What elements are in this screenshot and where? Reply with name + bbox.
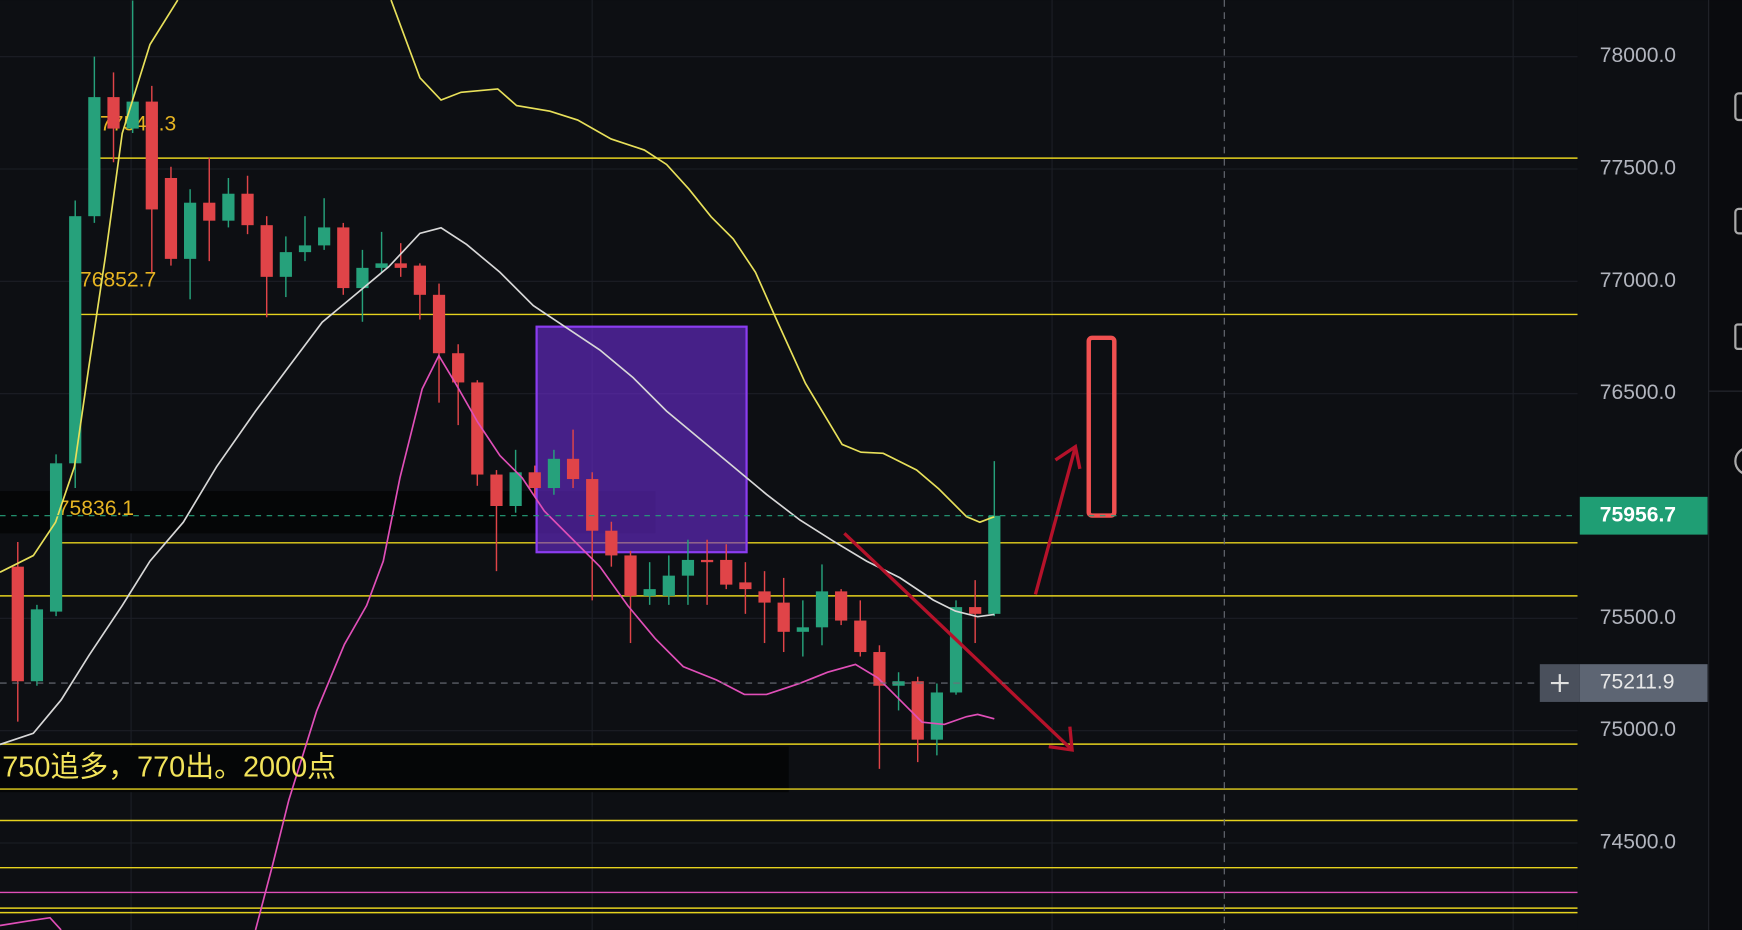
crosshair-badge [1579, 664, 1708, 702]
annotation-band [0, 746, 789, 793]
toolbar-icon[interactable] [1734, 207, 1742, 235]
arrows [843, 443, 1082, 752]
candle-body [547, 458, 561, 489]
candle-body [586, 479, 599, 531]
candle-body [279, 252, 292, 277]
candle-body [30, 609, 44, 682]
candle-body [413, 265, 426, 295]
candle-body [375, 263, 388, 268]
candle-body [700, 559, 714, 563]
candle-body [107, 97, 120, 129]
candle-body [796, 627, 809, 632]
candle-body [298, 245, 312, 253]
toolbar-icon[interactable] [1734, 448, 1742, 475]
candle-body [605, 530, 618, 556]
arrow-head [1048, 726, 1074, 752]
arrow [1033, 446, 1078, 595]
candle-body [183, 202, 197, 259]
candles [11, 0, 1001, 769]
candle-body [471, 382, 484, 475]
indicators [0, 0, 995, 930]
grid [0, 0, 1578, 930]
last-price-label: 75956.7 [1600, 503, 1676, 526]
axis-labels: 74500.0 75000.0 75500.0 76500.0 77000.0 77500… [0, 44, 1708, 854]
candle-body [337, 227, 350, 289]
price-axis [1577, 0, 1709, 930]
y-tick-label: 76500.0 [1600, 381, 1676, 404]
candle-body [88, 97, 101, 217]
candle-body [203, 202, 216, 221]
candle-body [432, 294, 446, 354]
y-tick-label: 75500.0 [1600, 606, 1676, 629]
candle-body [930, 692, 943, 740]
candle-body [394, 263, 407, 268]
candle-body [835, 591, 848, 621]
candle-body [739, 582, 752, 590]
candle-body [988, 515, 1001, 614]
crosshair-plus [1550, 674, 1569, 692]
y-tick-label: 77500.0 [1600, 157, 1676, 180]
candle-body [164, 177, 178, 259]
candle-body [566, 458, 580, 480]
ma-line [390, 0, 995, 524]
ma-line [0, 0, 179, 573]
candle-body [854, 620, 867, 653]
candle-body [222, 193, 235, 221]
candle-body [911, 681, 924, 740]
arrow [843, 532, 1074, 752]
candle-body [260, 225, 273, 277]
y-tick-label: 77000.0 [1600, 269, 1676, 292]
level-label: 76852.7 [80, 269, 156, 292]
candle-body [643, 589, 656, 596]
candle-body [528, 472, 541, 489]
candle-body [815, 591, 829, 628]
candle-body [758, 591, 771, 603]
arrow-head [1054, 443, 1082, 470]
candle-body [69, 216, 82, 464]
candle-body [662, 575, 675, 596]
candle-body [11, 566, 24, 682]
toolbar-icon[interactable] [1734, 323, 1742, 351]
last-price-badge [1579, 496, 1708, 535]
ma-line [0, 916, 62, 930]
ma-line [254, 353, 995, 930]
zone-box [535, 325, 748, 554]
annotation: 750追多，770出。2000点 [2, 751, 336, 783]
candle-body [624, 555, 637, 596]
candle-body [777, 602, 790, 632]
y-tick-label: 75000.0 [1600, 718, 1676, 741]
candle-body [452, 353, 465, 383]
candle-body [490, 474, 503, 507]
candle-body [949, 607, 963, 693]
candle-body [145, 101, 158, 210]
candle-body [720, 559, 733, 585]
candle-body [681, 559, 695, 576]
candle-body [969, 607, 982, 614]
candle-body [356, 267, 369, 289]
crosshair-label: 75211.9 [1600, 671, 1675, 694]
candle-body [49, 463, 63, 612]
toolbar-icon[interactable] [1734, 92, 1742, 122]
y-tick-label: 74500.0 [1600, 831, 1676, 854]
level-label: 75836.1 [58, 497, 134, 520]
candle-body [318, 227, 331, 246]
candle-body [509, 472, 522, 507]
ma-line [0, 226, 995, 746]
y-tick-label: 78000.0 [1600, 44, 1676, 67]
candle-body [241, 193, 254, 226]
